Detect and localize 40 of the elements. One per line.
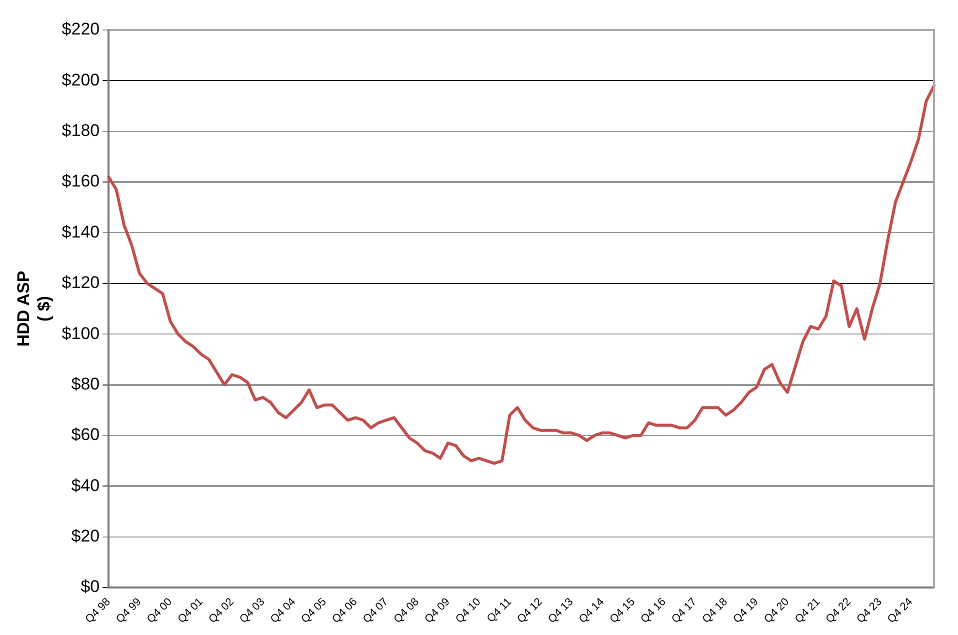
y-tick-label: $140 xyxy=(62,222,100,242)
y-tick-label: $20 xyxy=(71,526,100,546)
x-tick-label: Q4 03 xyxy=(237,596,268,626)
y-tick-label: $0 xyxy=(80,577,100,596)
x-tick-label: Q4 18 xyxy=(700,596,730,626)
x-tick-label: Q4 23 xyxy=(854,596,884,626)
x-tick-label: Q4 10 xyxy=(453,596,484,626)
x-tick-label: Q4 17 xyxy=(669,596,700,626)
y-tick-label: $120 xyxy=(62,273,100,292)
x-tick-label: Q4 04 xyxy=(268,596,298,626)
x-tick-label: Q4 01 xyxy=(176,596,206,626)
x-tick-label: Q4 98 xyxy=(83,596,113,626)
y-tick-label: $40 xyxy=(71,476,100,495)
x-tick-label: Q4 13 xyxy=(546,596,576,626)
x-tick-label: Q4 14 xyxy=(576,596,607,626)
x-tick-label: Q4 24 xyxy=(885,596,916,626)
x-tick-label: Q4 06 xyxy=(330,596,360,626)
x-tick-label: Q4 11 xyxy=(484,596,514,626)
y-tick-label: $160 xyxy=(62,172,100,191)
x-tick-label: Q4 12 xyxy=(515,596,545,626)
x-tick-label: Q4 19 xyxy=(731,596,761,626)
x-tick-label: Q4 05 xyxy=(299,596,329,626)
x-tick-label: Q4 08 xyxy=(392,596,422,626)
x-tick-label: Q4 16 xyxy=(638,596,668,626)
y-tick-label: $220 xyxy=(62,20,100,39)
x-tick-label: Q4 22 xyxy=(824,596,854,626)
y-tick-label: $200 xyxy=(62,70,100,90)
y-tick-label: $100 xyxy=(62,324,100,343)
x-tick-label: Q4 07 xyxy=(360,596,391,626)
y-tick-label: $180 xyxy=(62,121,100,140)
x-tick-label: Q4 09 xyxy=(422,596,452,626)
x-tick-label: Q4 21 xyxy=(792,596,823,626)
x-tick-label: Q4 20 xyxy=(762,596,792,626)
x-tick-label: Q4 99 xyxy=(114,596,144,626)
x-tick-label: Q4 02 xyxy=(206,596,236,626)
y-axis-title: HDD ASP ( $) xyxy=(14,270,54,347)
y-tick-label: $60 xyxy=(71,425,100,444)
x-tick-label: Q4 00 xyxy=(144,596,175,626)
x-tick-label: Q4 15 xyxy=(608,596,638,626)
y-tick-label: $80 xyxy=(71,374,100,394)
